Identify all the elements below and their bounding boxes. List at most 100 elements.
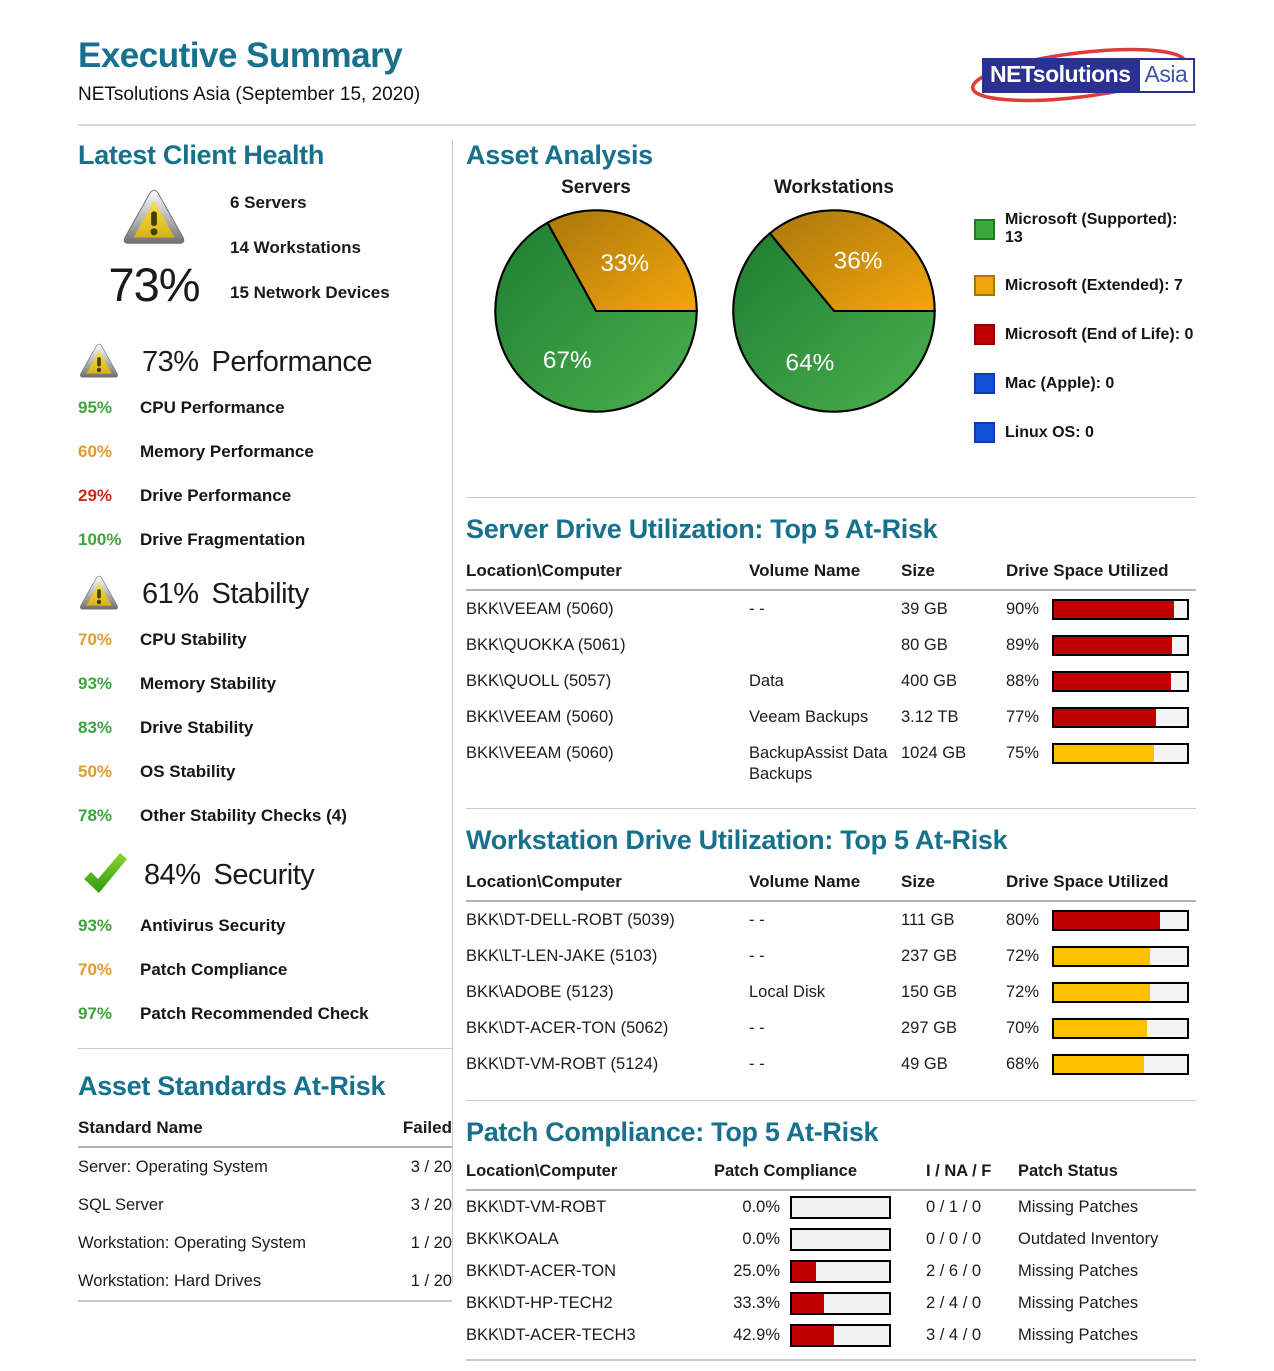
table-row: BKK\KOALA 0.0% 0 / 0 / 0 Outdated Invent…: [466, 1223, 1196, 1255]
metric-value: 93%: [78, 916, 113, 935]
table-row: BKK\DT-VM-ROBT (5124) - - 49 GB 68%: [466, 1046, 1196, 1082]
metric-row: 100% Drive Fragmentation: [78, 530, 452, 550]
size-header: Size: [901, 872, 936, 891]
metric-value: 100%: [78, 530, 122, 549]
patch-header-row: Location\Computer Patch Compliance I / N…: [466, 1162, 1196, 1191]
compliance-cell: 25.0%: [714, 1260, 926, 1283]
compliance-percent: 33.3%: [733, 1294, 780, 1312]
left-section-divider: [78, 1048, 452, 1049]
svg-text:33%: 33%: [600, 250, 649, 277]
overall-health-score: 73%: [108, 258, 200, 311]
table-row: BKK\LT-LEN-JAKE (5103) - - 237 GB 72%: [466, 938, 1196, 974]
utilized-cell: 68%: [1006, 1054, 1196, 1075]
compliance-bar: [790, 1228, 891, 1251]
table-row: BKK\DT-ACER-TECH3 42.9% 3 / 4 / 0 Missin…: [466, 1319, 1196, 1351]
location-cell: BKK\DT-ACER-TON (5062): [466, 1019, 669, 1037]
workstation-drive-title: Workstation Drive Utilization: Top 5 At-…: [466, 825, 1008, 855]
asset-standards-title: Asset Standards At-Risk: [78, 1071, 386, 1101]
metric-label: Memory Stability: [140, 674, 277, 693]
volume-cell: BackupAssist Data Backups: [749, 744, 888, 783]
compliance-percent: 42.9%: [733, 1326, 780, 1344]
svg-text:67%: 67%: [543, 347, 592, 374]
utilization-bar: [1052, 946, 1189, 967]
report-subtitle: NETsolutions Asia (September 15, 2020): [78, 84, 421, 105]
table-row: BKK\VEEAM (5060) - - 39 GB 90%: [466, 591, 1196, 627]
metric-value: 97%: [78, 1004, 113, 1023]
compliance-bar-fill: [792, 1326, 834, 1345]
utilization-percent: 90%: [1006, 600, 1040, 618]
size-cell: 1024 GB: [901, 744, 967, 762]
utilization-bar: [1052, 910, 1189, 931]
size-cell: 111 GB: [901, 911, 955, 929]
table-row: Workstation: Hard Drives 1 / 20: [78, 1262, 452, 1300]
workstations-pie-chart: 36% 64%: [732, 209, 936, 413]
check-icon: [78, 850, 132, 900]
workstations-pie-title: Workstations: [773, 177, 894, 198]
metric-row: 93% Antivirus Security: [78, 916, 452, 936]
compliance-bar: [790, 1260, 891, 1283]
size-cell: 39 GB: [901, 600, 948, 618]
warning-icon: [119, 187, 189, 251]
report-main: Asset Analysis Servers 33% 67% Workstatio…: [453, 126, 1196, 1361]
location-cell: BKK\DT-DELL-ROBT (5039): [466, 911, 675, 929]
compliance-bar: [790, 1324, 891, 1347]
volume-header: Volume Name: [749, 561, 861, 580]
utilized-cell: 75%: [1006, 743, 1196, 785]
utilized-cell: 70%: [1006, 1018, 1196, 1039]
volume-cell: Veeam Backups: [749, 708, 869, 726]
table-row: BKK\DT-HP-TECH2 33.3% 2 / 4 / 0 Missing …: [466, 1287, 1196, 1319]
security-label: Security: [213, 858, 315, 891]
server-drive-header-row: Location\Computer Volume Name Size Drive…: [466, 561, 1196, 591]
status-cell: Outdated Inventory: [1018, 1230, 1159, 1248]
status-cell: Missing Patches: [1018, 1326, 1139, 1344]
volume-header: Volume Name: [749, 872, 861, 891]
metric-row: 50% OS Stability: [78, 762, 452, 782]
compliance-header: Patch Compliance: [714, 1162, 858, 1180]
section-divider: [466, 497, 1196, 498]
legend-item: Microsoft (End of Life): 0: [973, 324, 1196, 345]
size-cell: 400 GB: [901, 672, 957, 690]
metric-value: 95%: [78, 398, 113, 417]
utilization-bar-fill: [1054, 601, 1174, 618]
legend-label: Linux OS: 0: [1004, 423, 1094, 441]
legend-swatch: [973, 373, 995, 394]
legend-item: Microsoft (Supported): 13: [973, 211, 1196, 247]
compliance-percent: 0.0%: [742, 1230, 780, 1248]
standard-name: Workstation: Hard Drives: [78, 1272, 262, 1290]
stability-metrics: 70% CPU Stability 93% Memory Stability 8…: [78, 630, 452, 826]
metric-row: 70% CPU Stability: [78, 630, 452, 650]
metric-label: Memory Performance: [140, 442, 314, 461]
metric-label: Drive Fragmentation: [140, 530, 306, 549]
location-header: Location\Computer: [466, 1162, 618, 1180]
size-cell: 3.12 TB: [901, 708, 959, 726]
compliance-percent: 0.0%: [742, 1198, 780, 1216]
svg-text:64%: 64%: [786, 349, 835, 376]
metric-value: 83%: [78, 718, 113, 737]
metric-row: 29% Drive Performance: [78, 486, 452, 506]
failed-count: 3 / 20: [410, 1196, 452, 1214]
metric-row: 60% Memory Performance: [78, 442, 452, 462]
section-divider: [466, 808, 1196, 809]
metric-label: Drive Performance: [140, 486, 292, 505]
legend-label: Mac (Apple): 0: [1004, 374, 1115, 392]
table-row: BKK\DT-DELL-ROBT (5039) - - 111 GB 80%: [466, 902, 1196, 938]
table-row: BKK\VEEAM (5060) Veeam Backups 3.12 TB 7…: [466, 699, 1196, 735]
metric-value: 29%: [78, 486, 113, 505]
location-header: Location\Computer: [466, 561, 622, 580]
utilization-bar: [1052, 743, 1189, 764]
legend-label: Microsoft (End of Life): 0: [1004, 325, 1194, 343]
workstations-pie-figure: Workstations 36% 64%: [712, 177, 956, 422]
location-cell: BKK\DT-VM-ROBT: [466, 1198, 607, 1216]
metric-value: 70%: [78, 960, 113, 979]
utilization-bar: [1052, 707, 1189, 728]
utilized-cell: 89%: [1006, 635, 1196, 656]
location-cell: BKK\VEEAM (5060): [466, 600, 614, 618]
servers-pie-figure: Servers 33% 67%: [474, 177, 718, 422]
warning-icon: [78, 342, 120, 382]
stability-score: 61%: [142, 577, 199, 610]
legend-swatch: [973, 275, 995, 296]
metric-label: CPU Stability: [140, 630, 247, 649]
utilization-bar: [1052, 635, 1189, 656]
utilization-percent: 88%: [1006, 672, 1040, 690]
metric-label: Patch Recommended Check: [140, 1004, 369, 1023]
